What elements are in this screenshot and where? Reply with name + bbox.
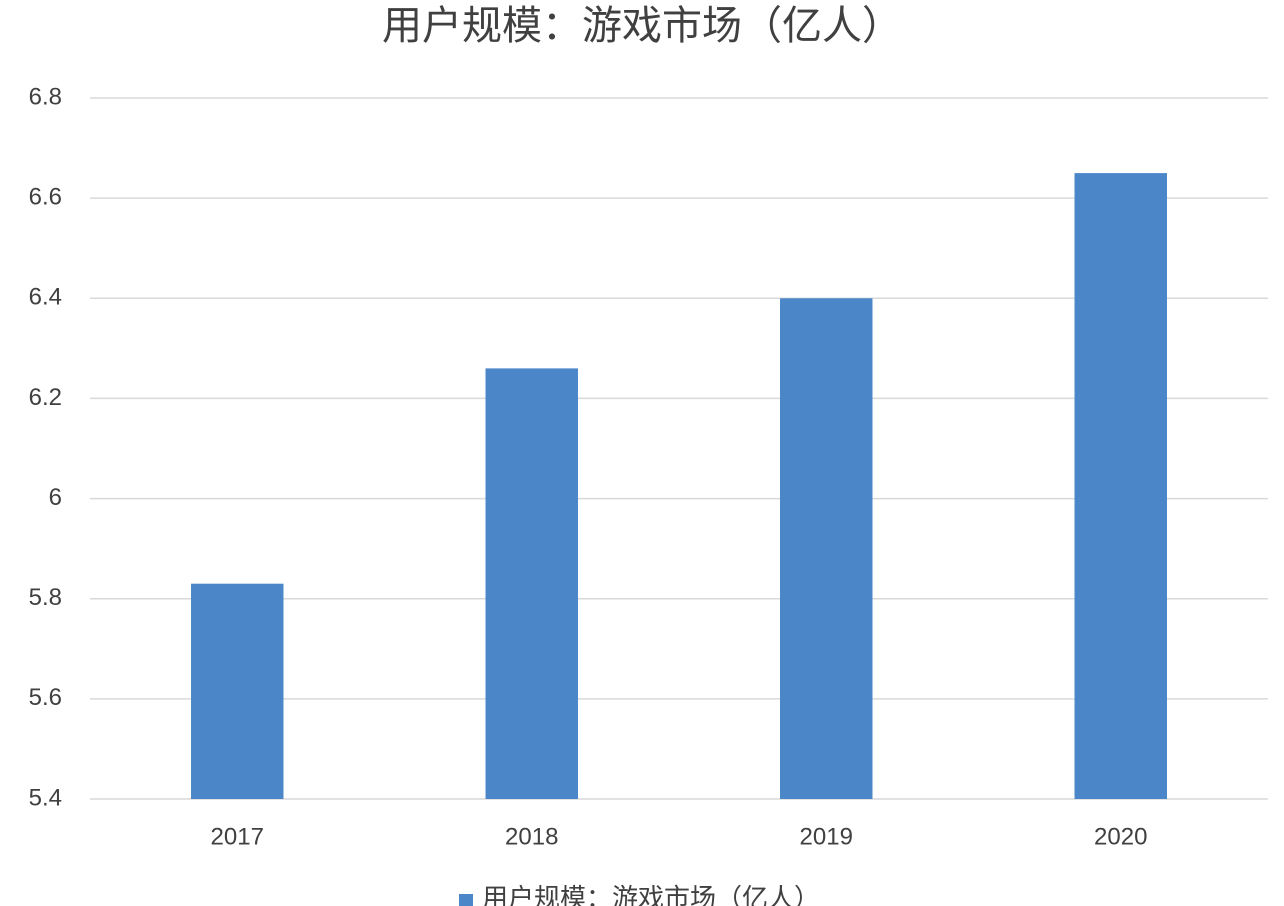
y-tick-label: 6 bbox=[49, 484, 62, 511]
y-tick-label: 6.6 bbox=[29, 183, 62, 210]
y-tick-label: 6.4 bbox=[29, 284, 62, 311]
x-tick-label: 2017 bbox=[211, 823, 264, 850]
bar bbox=[1074, 173, 1167, 799]
y-tick-label: 5.4 bbox=[29, 784, 62, 811]
bar bbox=[191, 583, 284, 799]
y-tick-label: 5.6 bbox=[29, 684, 62, 711]
y-tick-label: 6.2 bbox=[29, 384, 62, 411]
y-tick-label: 6.8 bbox=[29, 83, 62, 110]
x-tick-label: 2018 bbox=[505, 823, 558, 850]
bar bbox=[485, 368, 578, 799]
x-tick-label: 2020 bbox=[1094, 823, 1147, 850]
bar bbox=[780, 298, 873, 799]
legend-label: 用户规模：游戏市场（亿人） bbox=[482, 883, 820, 906]
y-tick-label: 5.8 bbox=[29, 584, 62, 611]
legend-swatch bbox=[459, 894, 473, 906]
chart-title: 用户规模：游戏市场（亿人） bbox=[382, 3, 902, 48]
x-tick-label: 2019 bbox=[800, 823, 853, 850]
